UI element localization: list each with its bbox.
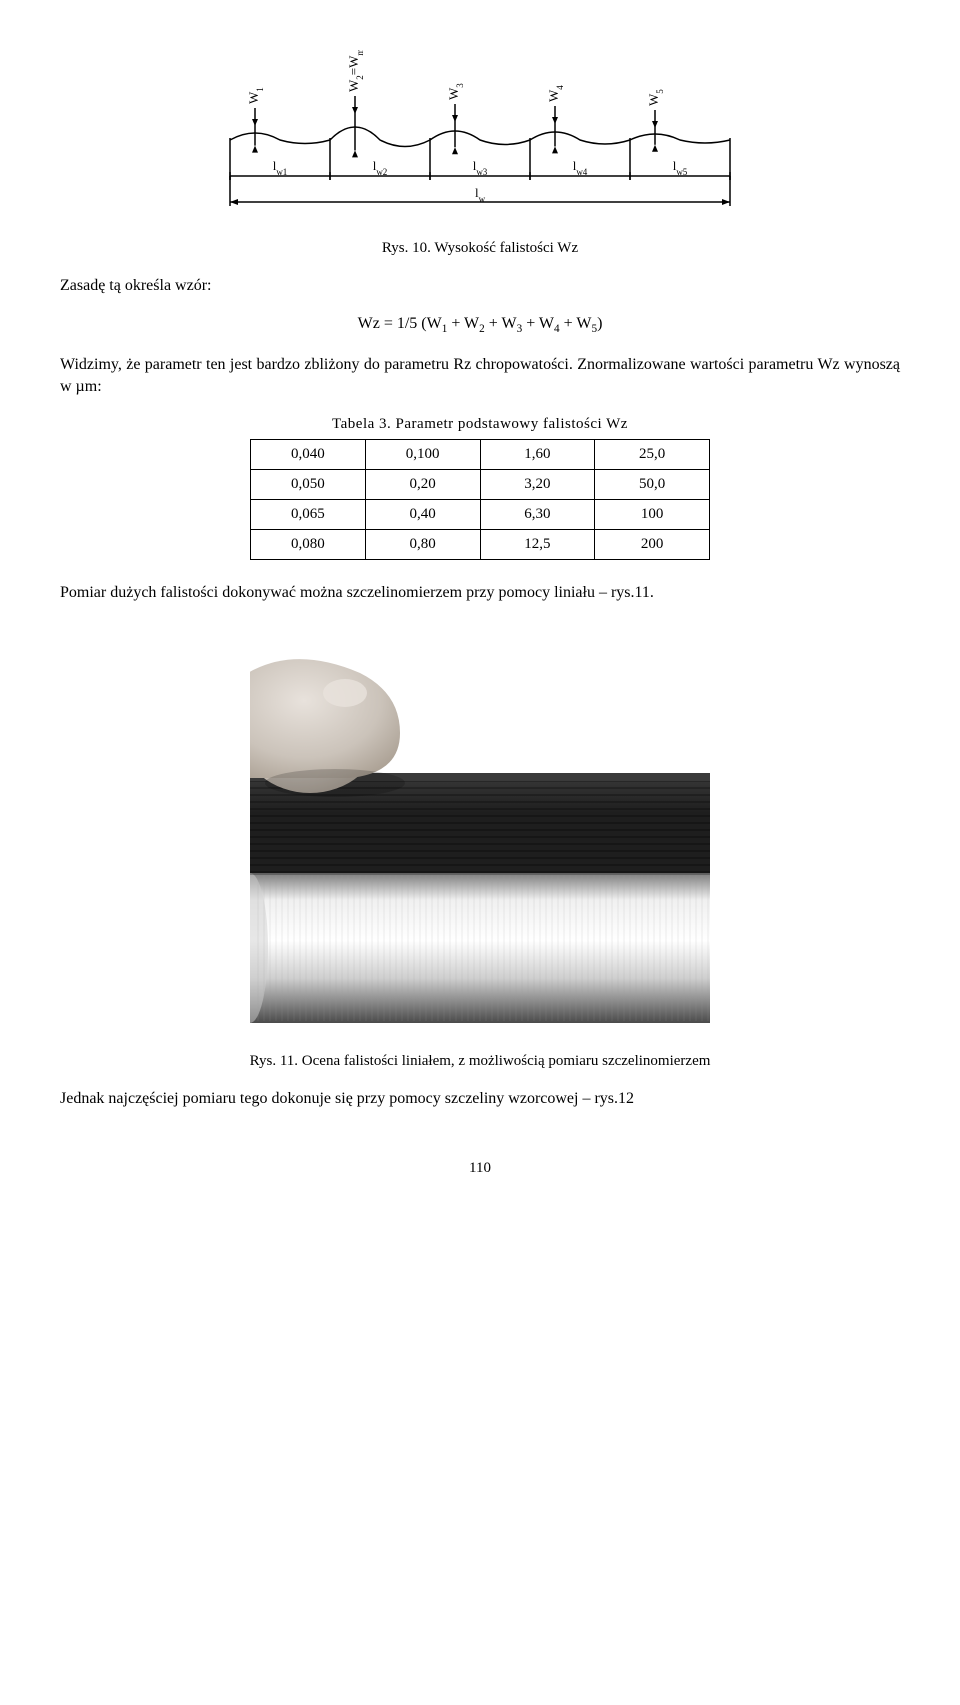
- svg-text:lw1: lw1: [273, 158, 288, 177]
- table-cell: 12,5: [480, 530, 595, 560]
- formula-wz: Wz = 1/5 (W1 + W2 + W3 + W4 + W5): [60, 315, 900, 335]
- table-cell: 0,050: [251, 470, 366, 500]
- svg-text:lw: lw: [475, 185, 486, 204]
- table-cell: 0,80: [365, 530, 480, 560]
- table-cell: 0,40: [365, 500, 480, 530]
- table-cell: 6,30: [480, 500, 595, 530]
- table-cell: 1,60: [480, 440, 595, 470]
- table-cell: 200: [595, 530, 710, 560]
- svg-text:lw2: lw2: [373, 158, 388, 177]
- intro-line: Zasadę tą określa wzór:: [60, 275, 900, 297]
- svg-text:lw4: lw4: [573, 158, 588, 177]
- figure-waviness-diagram: lw1 lw2 lw3 lw4 lw5 lw W1 W2=Wmax W3 W4 W5: [60, 50, 900, 230]
- svg-text:W5: W5: [646, 89, 665, 106]
- table-cell: 0,20: [365, 470, 480, 500]
- table-row: 0,0400,1001,6025,0: [251, 440, 710, 470]
- table-cell: 50,0: [595, 470, 710, 500]
- table-cell: 0,065: [251, 500, 366, 530]
- photo-svg: [250, 623, 710, 1043]
- table-cell: 100: [595, 500, 710, 530]
- table-row: 0,0650,406,30100: [251, 500, 710, 530]
- table-row: 0,0800,8012,5200: [251, 530, 710, 560]
- paragraph-1: Widzimy, że parametr ten jest bardzo zbl…: [60, 354, 900, 399]
- svg-text:W4: W4: [546, 85, 565, 102]
- svg-text:W1: W1: [246, 87, 265, 104]
- table-wz: 0,0400,1001,6025,00,0500,203,2050,00,065…: [250, 439, 710, 560]
- svg-text:lw5: lw5: [673, 158, 688, 177]
- figure11-caption: Rys. 11. Ocena falistości liniałem, z mo…: [60, 1053, 900, 1070]
- waviness-svg: lw1 lw2 lw3 lw4 lw5 lw W1 W2=Wmax W3 W4 W5: [215, 50, 745, 230]
- table-cell: 3,20: [480, 470, 595, 500]
- table-row: 0,0500,203,2050,0: [251, 470, 710, 500]
- page-number: 110: [60, 1160, 900, 1177]
- svg-text:lw3: lw3: [473, 158, 488, 177]
- svg-text:W2=Wmax: W2=Wmax: [346, 50, 365, 92]
- table-cell: 25,0: [595, 440, 710, 470]
- paragraph-3: Jednak najczęściej pomiaru tego dokonuje…: [60, 1088, 900, 1110]
- figure10-caption: Rys. 10. Wysokość falistości Wz: [60, 240, 900, 257]
- figure-photo: [60, 623, 900, 1043]
- svg-text:W3: W3: [446, 83, 465, 100]
- table-cell: 0,080: [251, 530, 366, 560]
- table-cell: 0,040: [251, 440, 366, 470]
- table-cell: 0,100: [365, 440, 480, 470]
- paragraph-2: Pomiar dużych falistości dokonywać można…: [60, 582, 900, 604]
- table-caption: Tabela 3. Parametr podstawowy falistości…: [60, 416, 900, 433]
